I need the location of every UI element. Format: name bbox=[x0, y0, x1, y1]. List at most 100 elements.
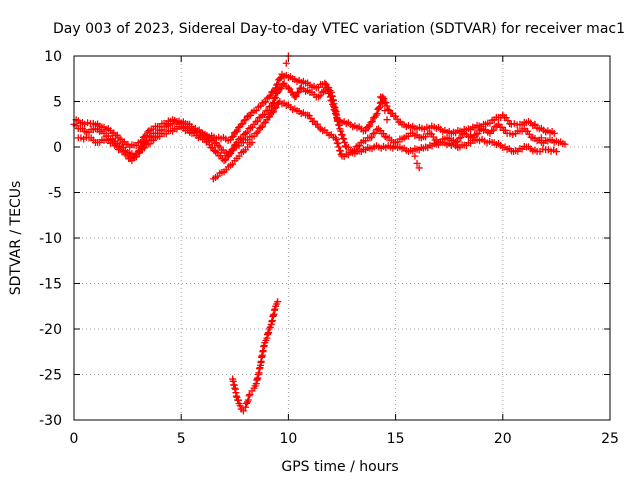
data-point-fill bbox=[457, 134, 465, 142]
data-point-fill bbox=[260, 119, 268, 127]
data-point-fill bbox=[489, 126, 497, 134]
data-point bbox=[381, 107, 389, 115]
data-point-fill bbox=[222, 156, 230, 164]
data-point bbox=[531, 120, 539, 128]
data-point-fill bbox=[474, 130, 482, 138]
data-point bbox=[552, 148, 560, 156]
data-point-fill bbox=[228, 147, 236, 155]
data-point-fill bbox=[236, 402, 244, 410]
data-point-fill bbox=[371, 129, 379, 137]
y-tick-label: -25 bbox=[39, 368, 62, 384]
data-point-fill bbox=[266, 92, 274, 100]
data-point-fill bbox=[243, 399, 251, 407]
data-point-fill bbox=[270, 95, 278, 103]
data-point bbox=[561, 140, 569, 148]
data-point-fill bbox=[244, 396, 252, 404]
x-tick-label: 20 bbox=[494, 431, 512, 447]
data-point-fill bbox=[335, 143, 343, 151]
y-tick-labels: -30 -25 -20 -15 -10 -5 0 5 10 bbox=[39, 49, 62, 429]
data-point-fill bbox=[239, 120, 247, 128]
data-point-fill bbox=[245, 392, 253, 400]
data-point-fill bbox=[382, 99, 390, 107]
data-point bbox=[121, 150, 129, 158]
data-point-fill bbox=[273, 81, 281, 89]
data-point-fill bbox=[136, 149, 144, 157]
data-point-fill bbox=[229, 146, 237, 154]
data-point bbox=[411, 152, 419, 160]
data-point bbox=[282, 59, 290, 67]
data-point-fill bbox=[229, 132, 237, 140]
y-tick-label: -5 bbox=[48, 186, 62, 202]
data-point-fill bbox=[270, 87, 278, 95]
data-point-fill bbox=[254, 117, 262, 125]
data-point-fill bbox=[295, 88, 303, 96]
data-point-fill bbox=[232, 128, 240, 136]
data-point-fill bbox=[274, 80, 282, 88]
data-point-fill bbox=[272, 94, 280, 102]
data-point-fill bbox=[376, 103, 384, 111]
data-point-fill bbox=[337, 127, 345, 135]
data-point-fill bbox=[223, 152, 231, 160]
data-point bbox=[415, 164, 423, 172]
data-point-fill bbox=[383, 102, 391, 110]
x-tick-label: 25 bbox=[601, 431, 619, 447]
data-point-fill bbox=[142, 132, 150, 140]
y-tick-label: 0 bbox=[53, 140, 62, 156]
data-point-fill bbox=[325, 84, 333, 92]
data-point-fill bbox=[254, 128, 262, 136]
data-point bbox=[377, 93, 385, 101]
data-point-fill bbox=[341, 138, 349, 146]
data-point-fill bbox=[238, 134, 246, 142]
data-point-fill bbox=[277, 74, 285, 82]
data-point bbox=[379, 99, 387, 107]
data-point-fill bbox=[276, 75, 284, 83]
data-point bbox=[413, 159, 421, 167]
data-point-fill bbox=[266, 113, 274, 121]
data-point bbox=[372, 111, 380, 119]
chart-title: Day 003 of 2023, Sidereal Day-to-day VTE… bbox=[53, 21, 625, 37]
data-point bbox=[383, 116, 391, 124]
data-point bbox=[246, 391, 254, 399]
data-point bbox=[242, 403, 250, 411]
data-point-fill bbox=[334, 140, 342, 148]
data-point bbox=[284, 84, 292, 92]
data-point-fill bbox=[368, 133, 376, 141]
data-points bbox=[70, 52, 569, 415]
y-tick-label: -15 bbox=[39, 277, 62, 293]
data-point-fill bbox=[336, 147, 344, 155]
data-point-fill bbox=[242, 116, 250, 124]
data-point-fill bbox=[225, 151, 233, 159]
data-point-fill bbox=[380, 95, 388, 103]
data-point bbox=[274, 88, 282, 96]
data-point-fill bbox=[375, 104, 383, 112]
data-point-fill bbox=[364, 123, 372, 131]
data-point bbox=[265, 325, 273, 333]
y-axis-label: SDTVAR / TECUs bbox=[8, 181, 24, 296]
data-point-fill bbox=[373, 109, 381, 117]
data-point bbox=[239, 407, 247, 415]
y-tick-label: -20 bbox=[39, 322, 62, 338]
x-tick-labels: 0 5 10 15 20 25 bbox=[70, 431, 619, 447]
data-point-fill bbox=[144, 128, 152, 136]
plot-frame bbox=[73, 55, 611, 421]
data-point-fill bbox=[332, 136, 340, 144]
data-point-fill bbox=[243, 128, 251, 136]
data-point bbox=[252, 129, 260, 137]
data-point-fill bbox=[257, 124, 265, 131]
data-point-fill bbox=[233, 127, 241, 135]
y-tick-label: -10 bbox=[39, 231, 62, 247]
data-point-fill bbox=[132, 153, 140, 161]
data-point bbox=[499, 111, 507, 119]
x-axis-label: GPS time / hours bbox=[281, 459, 398, 475]
data-point bbox=[274, 298, 282, 306]
data-point-fill bbox=[384, 106, 392, 114]
data-point-fill bbox=[226, 148, 234, 156]
data-point-fill bbox=[272, 104, 280, 112]
y-tick-label: 5 bbox=[53, 95, 62, 111]
data-point bbox=[248, 138, 256, 146]
y-tick-label: 10 bbox=[44, 49, 62, 65]
data-point-fill bbox=[292, 92, 300, 100]
data-point-fill bbox=[368, 118, 376, 126]
grid-lines bbox=[74, 56, 610, 420]
